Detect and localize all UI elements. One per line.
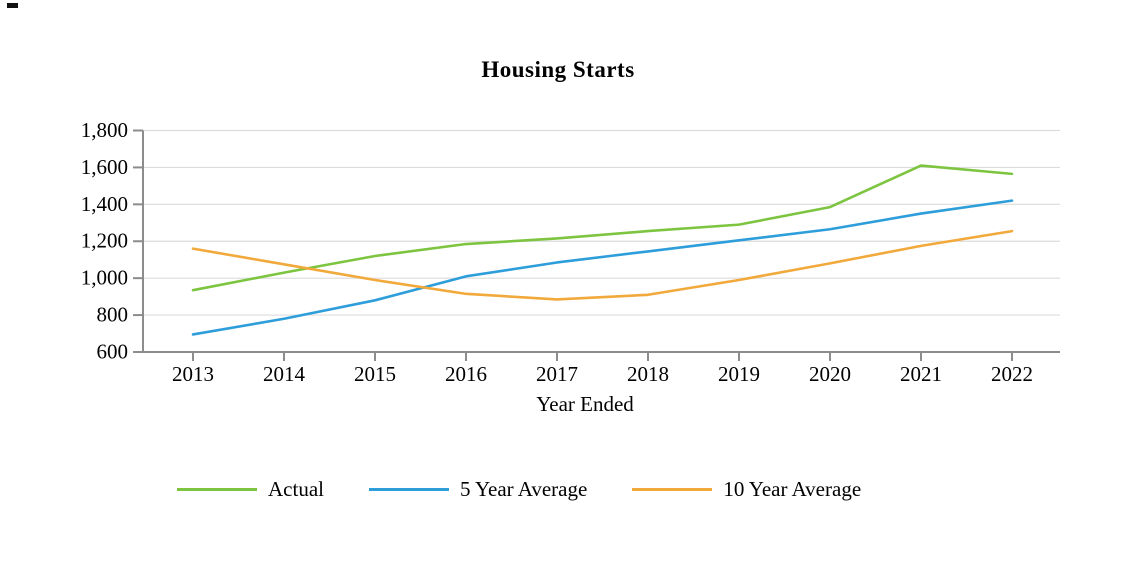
- legend-label-10-year-average: 10 Year Average: [723, 477, 862, 501]
- chart-legend: Actual 5 Year Average 10 Year Average: [177, 477, 906, 502]
- legend-label-actual: Actual: [268, 477, 324, 501]
- screenshot-artifact: [7, 3, 18, 8]
- y-axis-tick-label: 800: [97, 303, 129, 327]
- x-axis-tick-label: 2018: [627, 362, 669, 386]
- x-axis-title: Year Ended: [536, 392, 634, 416]
- series-line-5-year-average: [191, 199, 1014, 336]
- series-line-actual: [191, 164, 1014, 292]
- legend-item-10-year-average: 10 Year Average: [632, 477, 861, 502]
- legend-line-swatch-actual: [177, 488, 257, 491]
- x-axis-tick-label: 2014: [263, 362, 306, 386]
- y-axis-tick-label: 1,400: [81, 192, 128, 216]
- legend-line-swatch-10-year-average: [632, 488, 713, 491]
- y-axis-tick-label: 1,000: [81, 266, 128, 290]
- legend-item-5-year-average: 5 Year Average: [368, 477, 588, 502]
- legend-item-actual: Actual: [177, 477, 324, 502]
- x-axis-tick-label: 2019: [718, 362, 760, 386]
- x-axis-tick-label: 2013: [172, 362, 214, 386]
- legend-label-5-year-average: 5 Year Average: [459, 477, 588, 501]
- series-line-10-year-average: [191, 229, 1014, 301]
- x-axis-tick-label: 2020: [809, 362, 851, 386]
- x-axis-tick-label: 2016: [445, 362, 487, 386]
- y-axis-tick-label: 1,600: [81, 155, 128, 179]
- x-axis-tick-label: 2015: [354, 362, 396, 386]
- legend-line-swatch-5-year-average: [368, 488, 449, 491]
- x-axis-tick-label: 2021: [900, 362, 942, 386]
- y-axis-tick-label: 600: [97, 339, 129, 363]
- x-axis-tick-label: 2017: [536, 362, 578, 386]
- x-axis-tick-label: 2022: [991, 362, 1033, 386]
- y-axis-tick-label: 1,200: [81, 229, 128, 253]
- y-axis-tick-label: 1,800: [81, 118, 128, 142]
- chart-plot-area: 600 800 1,000 1,200 1,400 1,600 1,800 2013 2014 2…: [81, 118, 1060, 386]
- chart-title: Housing Starts: [481, 57, 635, 82]
